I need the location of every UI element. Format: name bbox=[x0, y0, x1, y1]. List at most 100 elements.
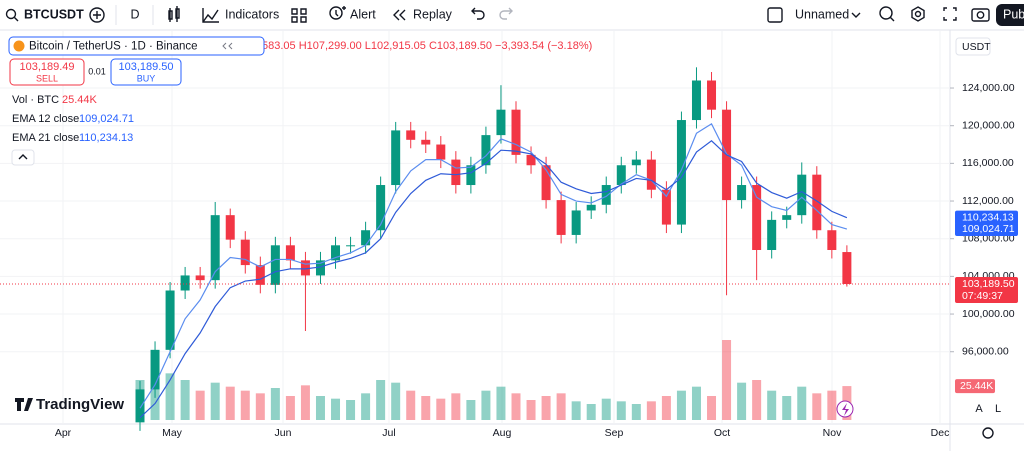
volume-bar bbox=[270, 388, 280, 420]
replay-icon[interactable] bbox=[393, 9, 406, 21]
volume-bar bbox=[150, 382, 160, 420]
quick-search-handle bbox=[889, 16, 895, 22]
y-tick-label: 120,000.00 bbox=[962, 119, 1015, 131]
candle-body bbox=[767, 219, 777, 251]
x-tick-label: Aug bbox=[493, 427, 512, 439]
logo-mark bbox=[15, 398, 33, 411]
candle-body bbox=[586, 204, 596, 211]
layout-icon[interactable] bbox=[767, 7, 783, 23]
sell-label[interactable]: SELL bbox=[36, 73, 58, 83]
indicators-button[interactable]: Indicators bbox=[225, 7, 279, 21]
volume-bar bbox=[180, 380, 190, 420]
volume-last-label: 25.44K bbox=[960, 380, 993, 392]
candle-body bbox=[646, 159, 656, 190]
ema-lines bbox=[0, 122, 950, 419]
volume-bar bbox=[737, 382, 747, 420]
candle-body bbox=[556, 200, 566, 235]
countdown: 07:49:37 bbox=[962, 290, 1003, 302]
x-tick-label: Oct bbox=[714, 427, 730, 439]
candle-body bbox=[346, 245, 356, 247]
volume-bar bbox=[210, 382, 220, 420]
price-axis: USDT 96,000.00100,000.00104,000.00108,00… bbox=[950, 37, 1018, 394]
legend-toggle[interactable] bbox=[11, 149, 35, 166]
volume-bar bbox=[300, 385, 310, 420]
auto-scale[interactable]: A bbox=[975, 403, 983, 415]
candle-body bbox=[436, 144, 446, 160]
x-tick-label: Apr bbox=[55, 427, 72, 439]
sell-button[interactable] bbox=[9, 58, 85, 86]
symbol-title-box[interactable] bbox=[8, 36, 265, 56]
volume-bar bbox=[421, 396, 431, 420]
settings[interactable] bbox=[911, 6, 925, 22]
candle-body bbox=[180, 275, 190, 291]
overlay: TradingView A L bbox=[14, 396, 1001, 439]
symbol-title[interactable]: Bitcoin / TetherUS · 1D · Binance bbox=[29, 41, 198, 53]
candle-body bbox=[315, 260, 325, 276]
quick-search[interactable] bbox=[879, 6, 893, 20]
volume-bar bbox=[812, 393, 822, 420]
ema-price-label: 110,234.13 bbox=[962, 211, 1014, 223]
add-symbol[interactable] bbox=[89, 7, 105, 23]
currency[interactable]: USDT bbox=[962, 41, 991, 53]
ema-legend-name: EMA 21 close bbox=[12, 132, 79, 144]
symbol[interactable]: BTCUSDT bbox=[24, 7, 84, 21]
volume-bar bbox=[526, 400, 536, 420]
candle-body bbox=[541, 165, 551, 201]
replay-button[interactable]: Replay bbox=[413, 7, 453, 21]
candle-body bbox=[737, 185, 747, 201]
x-tick-label: Jun bbox=[275, 427, 292, 439]
layout-menu[interactable] bbox=[851, 12, 861, 18]
publish-label[interactable]: Pub bbox=[1003, 7, 1024, 21]
redo[interactable] bbox=[499, 7, 513, 20]
candle-body bbox=[135, 389, 145, 423]
search-icon[interactable] bbox=[5, 8, 17, 20]
candle-body bbox=[827, 230, 837, 251]
legend: O106,583.05 H107,299.00 L102,915.05 C103… bbox=[8, 36, 592, 166]
ema-legend-value: 110,234.13 bbox=[79, 132, 133, 144]
buy-button[interactable] bbox=[110, 58, 182, 86]
toolbar: BTCUSDT D Indicators Alert Replay Unname… bbox=[5, 4, 1024, 26]
volume-bar bbox=[631, 404, 641, 420]
sell-price[interactable]: 103,189.49 bbox=[19, 61, 74, 73]
candle-body bbox=[150, 349, 160, 390]
alert-icon[interactable] bbox=[329, 6, 346, 20]
indicators-icon[interactable] bbox=[202, 8, 219, 23]
volume-bar bbox=[676, 390, 686, 420]
event-bolt bbox=[842, 403, 849, 416]
buy-label[interactable]: BUY bbox=[137, 73, 156, 83]
alert-button[interactable]: Alert bbox=[350, 7, 376, 21]
snapshot[interactable] bbox=[971, 8, 990, 22]
undo[interactable] bbox=[471, 7, 485, 20]
candle-body bbox=[210, 215, 220, 281]
currency-box[interactable] bbox=[955, 37, 991, 56]
interval[interactable]: D bbox=[130, 7, 139, 21]
last-price-box bbox=[955, 277, 1018, 304]
time-axis-settings[interactable] bbox=[982, 427, 994, 439]
logo-text[interactable]: TradingView bbox=[36, 396, 124, 413]
volume-bar bbox=[315, 396, 325, 420]
add-symbol-plus bbox=[93, 11, 101, 19]
ema-legend-name: EMA 12 close bbox=[12, 113, 79, 125]
volume-bar bbox=[586, 404, 596, 420]
volume-bar bbox=[616, 401, 626, 420]
candle-body bbox=[270, 245, 280, 285]
candle-body bbox=[571, 210, 581, 235]
publish-button[interactable] bbox=[996, 4, 1024, 26]
fullscreen[interactable] bbox=[943, 7, 957, 21]
layout-name[interactable]: Unnamed bbox=[795, 7, 849, 21]
candle-body bbox=[391, 130, 401, 186]
chart-type-icon[interactable] bbox=[168, 6, 180, 22]
candle-body bbox=[285, 245, 295, 261]
volume-bar bbox=[376, 380, 386, 420]
volume-bar bbox=[601, 398, 611, 420]
buy-price[interactable]: 103,189.50 bbox=[118, 61, 173, 73]
candles bbox=[135, 67, 852, 431]
log-scale[interactable]: L bbox=[995, 403, 1001, 415]
volume-bar bbox=[481, 390, 491, 420]
templates-icon[interactable] bbox=[291, 8, 307, 23]
candle-body bbox=[300, 260, 310, 276]
volume-bar bbox=[541, 396, 551, 420]
low: L102,915.05 bbox=[365, 40, 426, 52]
collapse-icon[interactable] bbox=[222, 42, 233, 50]
snapshot-lens bbox=[976, 11, 985, 19]
